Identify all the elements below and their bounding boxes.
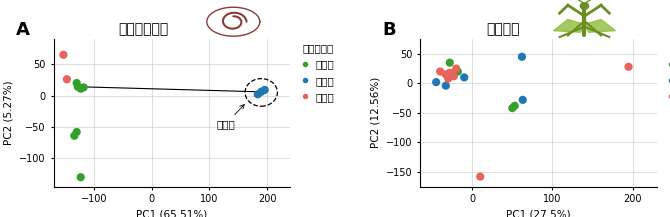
Point — [72, 85, 83, 89]
Text: 操作中: 操作中 — [216, 105, 245, 129]
Legend: 操作前, 操作中, 操作後: 操作前, 操作中, 操作後 — [300, 41, 336, 104]
Circle shape — [580, 3, 589, 9]
Point — [71, 81, 82, 85]
Point — [256, 90, 267, 94]
Point — [451, 67, 462, 70]
Text: B: B — [383, 21, 396, 39]
Point — [75, 87, 86, 90]
Point — [444, 61, 455, 64]
Point — [448, 74, 459, 78]
Point — [509, 104, 520, 107]
Point — [62, 77, 72, 81]
Point — [448, 73, 459, 76]
Polygon shape — [553, 20, 584, 32]
Point — [440, 73, 451, 76]
Point — [431, 81, 442, 84]
Point — [517, 55, 527, 59]
Point — [75, 176, 86, 179]
Point — [69, 134, 80, 138]
Point — [452, 70, 463, 73]
Title: カマキリ: カマキリ — [486, 23, 520, 36]
Point — [444, 71, 455, 74]
Text: A: A — [16, 21, 29, 39]
Point — [623, 65, 634, 69]
Polygon shape — [584, 20, 616, 32]
Title: ハリガネムシ: ハリガネムシ — [119, 23, 169, 36]
Point — [253, 93, 263, 96]
Point — [71, 130, 82, 134]
Point — [443, 77, 454, 80]
Point — [440, 84, 451, 87]
Y-axis label: PC2 (12.56%): PC2 (12.56%) — [371, 77, 381, 148]
Y-axis label: PC2 (5.27%): PC2 (5.27%) — [4, 81, 14, 145]
Point — [435, 70, 446, 73]
Point — [507, 106, 518, 110]
X-axis label: PC1 (65.51%): PC1 (65.51%) — [136, 210, 208, 217]
Legend: 操作前, 操作中, 非感染: 操作前, 操作中, 非感染 — [667, 41, 670, 104]
X-axis label: PC1 (27.5%): PC1 (27.5%) — [506, 210, 571, 217]
Point — [459, 76, 470, 79]
Point — [517, 98, 528, 102]
Point — [475, 175, 486, 178]
Point — [58, 53, 69, 56]
Point — [259, 88, 270, 92]
Point — [78, 86, 89, 89]
